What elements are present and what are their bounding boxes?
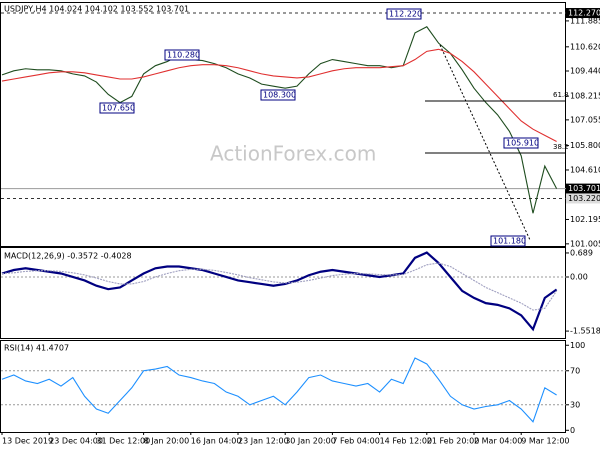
y-tick-label: 101.005	[570, 239, 600, 248]
x-tick-label: 31 Dec 12:00	[96, 437, 150, 446]
macd-panel	[0, 247, 566, 339]
annotation-box	[490, 235, 526, 247]
annotation: 38.2	[553, 143, 569, 151]
series-line	[1, 48, 557, 142]
annotation: 108.300	[263, 91, 296, 100]
annotation-box	[386, 8, 422, 20]
y-tick-label: 0	[570, 426, 575, 435]
x-tick-label: 21 Feb 20:00	[427, 437, 479, 446]
annotation: 105.910	[506, 139, 539, 148]
price-title: USDJPY,H4 104.024 104.102 103.552 103.70…	[4, 5, 189, 14]
annotation-box	[99, 102, 135, 114]
x-tick-label: 2 Mar 04:00	[474, 437, 522, 446]
series-line	[1, 262, 558, 311]
y-tick-label: 100	[570, 341, 585, 350]
x-tick-label: 23 Jan 12:00	[238, 437, 289, 446]
level-box	[566, 8, 600, 19]
watermark: ActionForex.com	[210, 142, 376, 166]
x-tick-label: 8 Jan 20:00	[144, 437, 190, 446]
x-tick-label: 16 Jan 04:00	[191, 437, 242, 446]
y-tick-label: -1.5518	[570, 327, 600, 336]
x-tick-label: 7 Feb 04:00	[332, 437, 379, 446]
y-tick-label: 105.800	[570, 141, 600, 150]
y-tick-label: 102.195	[570, 215, 600, 224]
macd-title: MACD(12,26,9) -0.3572 -0.4028	[4, 252, 132, 261]
annotation-box	[503, 137, 539, 149]
level-label: 112.270	[568, 9, 600, 18]
rsi-title: RSI(14) 41.4707	[4, 344, 69, 353]
series-line	[1, 357, 557, 423]
y-tick-label: 111.885	[570, 16, 600, 25]
series-line	[1, 26, 558, 214]
annotation: 101.180	[493, 237, 526, 246]
y-tick-label: 30	[570, 400, 580, 409]
annotation: 112.220	[389, 10, 422, 19]
annotation: 107.650	[102, 104, 135, 113]
rsi-panel	[0, 340, 566, 433]
y-tick-label: 70	[570, 366, 580, 375]
x-tick-label: 14 Feb 12:00	[380, 437, 432, 446]
series-line	[1, 251, 558, 332]
y-tick-label: 108.215	[570, 92, 600, 101]
level-label: 103.701	[568, 184, 600, 193]
y-tick-label: 109.440	[570, 67, 600, 76]
y-tick-label: 104.610	[570, 165, 600, 174]
level-box	[566, 183, 600, 194]
x-tick-label: 13 Dec 2019	[2, 437, 53, 446]
annotation: 61.8	[553, 91, 569, 99]
price-panel	[0, 2, 566, 247]
annotation: 110.280	[167, 51, 200, 60]
x-tick-label: 30 Jan 20:00	[285, 437, 336, 446]
level-label: 103.220	[568, 194, 600, 203]
x-tick-label: 23 Dec 04:00	[49, 437, 103, 446]
y-tick-label: 110.620	[570, 42, 600, 51]
annotation-box	[260, 89, 296, 101]
y-tick-label: 0.00	[570, 272, 588, 281]
y-tick-label: 107.055	[570, 115, 600, 124]
x-tick-label: 9 Mar 12:00	[521, 437, 569, 446]
y-tick-label: 0.689	[570, 248, 593, 257]
level-box	[566, 193, 600, 204]
annotation-box	[164, 49, 200, 61]
